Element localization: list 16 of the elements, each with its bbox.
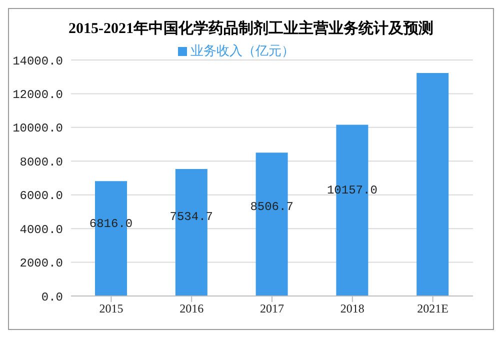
y-tick-label: 0.0 — [41, 290, 63, 304]
x-tick-label: 2018 — [340, 302, 364, 316]
x-tick-label: 2017 — [260, 302, 284, 316]
y-tick-label: 10000.0 — [12, 122, 63, 136]
y-tick-label: 4000.0 — [20, 222, 63, 237]
y-tick-label: 8000.0 — [20, 155, 63, 170]
y-tick-label: 6000.0 — [20, 189, 63, 204]
legend-label: 业务收入（亿元） — [190, 44, 294, 59]
y-tick-label: 2000.0 — [20, 256, 63, 271]
chart-title: 2015-2021年中国化学药品制剂工业主营业务统计及预测 — [68, 19, 434, 38]
x-tick-label: 2015 — [99, 302, 124, 316]
x-tick-label: 2016 — [180, 302, 204, 316]
y-tick-label: 12000.0 — [12, 88, 63, 102]
y-tick-label: 14000.0 — [12, 54, 63, 68]
bar — [416, 72, 449, 296]
x-tick-label: 2021E — [417, 302, 448, 316]
